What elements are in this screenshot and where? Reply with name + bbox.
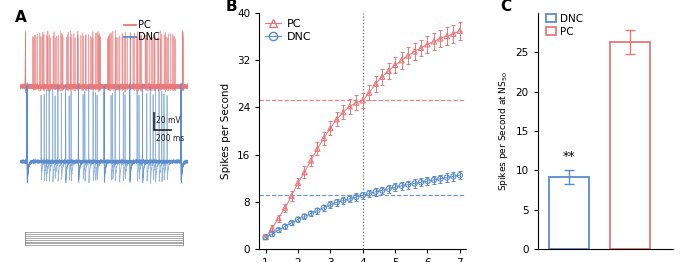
Point	[351, 195, 362, 199]
Point	[305, 158, 316, 162]
Point	[403, 53, 413, 58]
Point	[318, 136, 329, 140]
Point	[428, 39, 439, 43]
Point	[325, 126, 336, 130]
Point	[273, 228, 284, 232]
Point	[260, 235, 271, 239]
Text: DNC: DNC	[138, 32, 160, 42]
Point	[370, 82, 381, 86]
Text: C: C	[500, 0, 511, 14]
Point	[428, 178, 439, 182]
Point	[325, 203, 336, 207]
Point	[338, 110, 349, 114]
Point	[299, 214, 310, 219]
Legend: DNC, PC: DNC, PC	[545, 14, 583, 37]
Point	[384, 69, 394, 73]
Text: 200 ms: 200 ms	[156, 134, 184, 143]
Point	[260, 235, 271, 239]
Point	[384, 187, 394, 191]
Point	[435, 177, 446, 181]
Point	[441, 176, 452, 180]
Point	[273, 216, 284, 220]
Point	[312, 147, 323, 151]
Point	[357, 98, 368, 102]
Legend: PC, DNC: PC, DNC	[265, 19, 311, 42]
Point	[435, 36, 446, 41]
Point	[448, 32, 459, 36]
Point	[422, 42, 433, 46]
Point	[396, 58, 407, 62]
Point	[415, 180, 426, 184]
Point	[292, 217, 303, 221]
Y-axis label: Spikes per Second at NS$_{50}$: Spikes per Second at NS$_{50}$	[497, 71, 510, 191]
Point	[357, 193, 368, 197]
Point	[279, 205, 290, 210]
Point	[422, 179, 433, 183]
Text: B: B	[226, 0, 237, 14]
Text: PC: PC	[138, 20, 151, 30]
Point	[396, 184, 407, 188]
Point	[305, 211, 316, 216]
Point	[415, 46, 426, 50]
Point	[279, 224, 290, 228]
Bar	[610, 42, 650, 249]
Point	[331, 117, 342, 121]
Point	[299, 170, 310, 174]
Text: **: **	[562, 150, 575, 163]
Point	[286, 221, 297, 225]
Point	[267, 232, 277, 236]
Point	[377, 188, 388, 193]
Bar	[549, 177, 588, 249]
Point	[454, 29, 465, 33]
Point	[448, 174, 459, 178]
Point	[364, 191, 375, 195]
Point	[286, 194, 297, 198]
Point	[318, 205, 329, 210]
Point	[331, 200, 342, 204]
Point	[370, 190, 381, 194]
Point	[454, 173, 465, 177]
Point	[312, 209, 323, 213]
Y-axis label: Spikes per Second: Spikes per Second	[221, 83, 231, 179]
Point	[292, 181, 303, 185]
Point	[267, 226, 277, 230]
Point	[403, 183, 413, 187]
Text: 20 mV: 20 mV	[156, 116, 181, 125]
Point	[390, 63, 401, 67]
Point	[344, 197, 355, 201]
Point	[390, 185, 401, 189]
Text: A: A	[16, 10, 27, 25]
Point	[409, 181, 420, 185]
Point	[377, 75, 388, 79]
Point	[409, 49, 420, 53]
Point	[344, 104, 355, 108]
Point	[364, 91, 375, 95]
Point	[351, 101, 362, 105]
Point	[338, 199, 349, 203]
Point	[441, 34, 452, 38]
